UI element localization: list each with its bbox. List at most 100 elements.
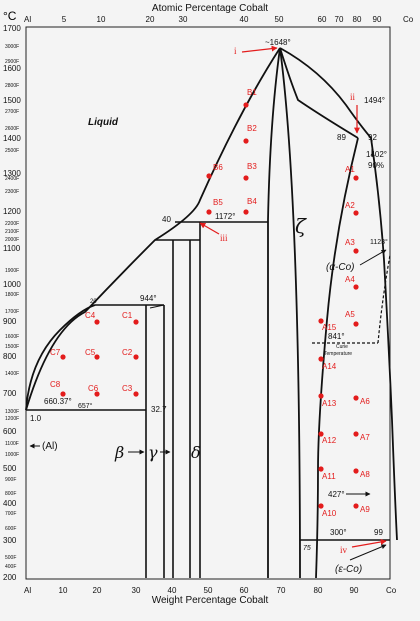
top-tick-60: 60	[318, 15, 327, 24]
bottom-tick-50: 50	[204, 586, 213, 595]
temp-1100: 1100	[3, 244, 21, 253]
temp-1402: 1402°	[366, 150, 387, 159]
point-a5-label: A5	[345, 310, 355, 319]
top-tick-10: 10	[97, 15, 106, 24]
bottom-tick-90: 90	[350, 586, 359, 595]
point-a5	[353, 321, 359, 327]
dashed-lines	[312, 254, 391, 344]
point-b3-label: B3	[247, 162, 257, 171]
liquidus-right	[279, 47, 372, 139]
temp-f-2000: 2000F	[5, 237, 19, 243]
marker-i: i	[234, 46, 237, 56]
point-a3-label: A3	[345, 238, 355, 247]
point-a6	[353, 395, 359, 401]
point-c1-label: C1	[122, 311, 133, 320]
left-axis: 1700 1600 1500 1400 1300 1200 1100 1000 …	[3, 24, 21, 582]
top-tick-90: 90	[373, 15, 382, 24]
point-a1-label: A1	[345, 165, 355, 174]
point-a15-label: A15	[322, 323, 337, 332]
temp-f-1300: 1300F	[5, 409, 19, 415]
point-c8-label: C8	[50, 380, 61, 389]
bottom-tick-80: 80	[314, 586, 323, 595]
temp-1648: ~1648°	[265, 38, 291, 47]
bottom-tick-60: 60	[240, 586, 249, 595]
bottom-tick-10: 10	[59, 586, 68, 595]
point-c4	[94, 319, 100, 325]
region-arrows	[29, 249, 387, 561]
marker-iii-arrow	[199, 222, 220, 235]
point-b2-label: B2	[247, 124, 257, 133]
point-b5-label: B5	[213, 198, 223, 207]
annotations: ~1648° 1494° 1402° 90% 89 92 1172° 40 11…	[30, 38, 388, 552]
top-tick-70: 70	[335, 15, 344, 24]
comp-92: 92	[368, 133, 377, 142]
bottom-axis-right-end: Co	[386, 586, 397, 595]
temp-f-3000: 3000F	[5, 44, 19, 50]
point-b5	[206, 209, 212, 215]
alpha-co-right-boundary	[370, 137, 398, 541]
point-b4	[243, 209, 249, 215]
temp-f-2200: 2200F	[5, 221, 19, 227]
temp-f-1900: 1900F	[5, 268, 19, 274]
temp-f-2100: 2100F	[5, 229, 19, 235]
solidus-zeta	[279, 47, 359, 139]
temp-1500: 1500	[3, 96, 21, 105]
point-a3	[353, 248, 359, 254]
temp-f-1100: 1100F	[5, 441, 19, 447]
bottom-axis-title: Weight Percentage Cobalt	[152, 595, 269, 606]
temp-841: 841°	[328, 332, 345, 341]
epsilon-co-arrow	[349, 544, 387, 561]
top-tick-80: 80	[353, 15, 362, 24]
comp-90: 90%	[368, 161, 384, 170]
top-axis-left-end: Al	[24, 15, 31, 24]
temp-f-1000: 1000F	[5, 452, 19, 458]
temp-f-2900: 2900F	[5, 59, 19, 65]
temp-300: 300°	[330, 528, 347, 537]
point-c5	[94, 354, 100, 360]
beta-region-label: β	[114, 443, 124, 462]
marker-ii: ii	[350, 92, 356, 102]
temp-1200: 1200	[3, 207, 21, 216]
point-a9-label: A9	[360, 505, 370, 514]
point-a11	[318, 466, 324, 472]
point-a10-label: A10	[322, 509, 337, 518]
temp-f-2300: 2300F	[5, 189, 19, 195]
temp-657: 657°	[78, 402, 93, 410]
point-b1	[243, 102, 249, 108]
marker-iv: iv	[340, 545, 348, 555]
point-c7-label: C7	[50, 348, 61, 357]
point-a7	[353, 431, 359, 437]
left-axis-fahrenheit: 3000F 2900F 2800F 2700F 2600F 2500F 2400…	[5, 44, 19, 570]
top-axis-right-end: Co	[403, 15, 414, 24]
point-a9	[353, 503, 359, 509]
point-a12-label: A12	[322, 436, 337, 445]
bottom-tick-40: 40	[168, 586, 177, 595]
temp-700: 700	[3, 389, 17, 398]
temp-1700: 1700	[3, 24, 21, 33]
alpha-co-arrow	[359, 249, 387, 266]
comp-75: 75	[303, 545, 311, 552]
temp-800: 800	[3, 352, 17, 361]
point-b6	[206, 173, 212, 179]
temp-f-400: 400F	[5, 564, 16, 570]
point-c1	[133, 319, 139, 325]
temp-f-2600: 2600F	[5, 126, 19, 132]
point-b6-label: B6	[213, 163, 223, 172]
point-b1-label: B1	[247, 88, 257, 97]
temp-unit-label: °C	[3, 9, 17, 23]
point-a12	[318, 431, 324, 437]
temp-f-1500: 1500F	[5, 344, 19, 350]
plot-frame	[25, 26, 391, 580]
comp-99: 99	[374, 528, 383, 537]
point-b2	[243, 138, 249, 144]
temp-f-800: 800F	[5, 491, 16, 497]
top-tick-40: 40	[240, 15, 249, 24]
point-a6-label: A6	[360, 397, 370, 406]
marker-iii: iii	[220, 233, 228, 243]
temp-1172: 1172°	[215, 212, 235, 221]
temp-1400: 1400	[3, 134, 21, 143]
point-a4-label: A4	[345, 275, 355, 284]
point-a10	[318, 503, 324, 509]
temp-1494: 1494°	[364, 96, 385, 105]
comp-20: 20	[90, 299, 97, 305]
